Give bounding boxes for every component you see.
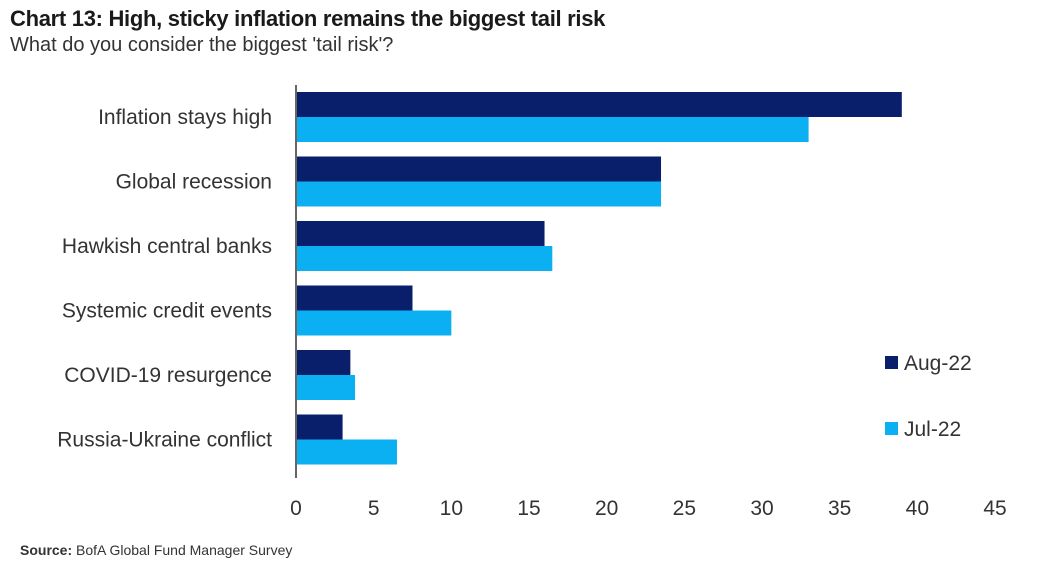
source-text: BofA Global Fund Manager Survey bbox=[76, 542, 293, 558]
legend-label-jul22: Jul-22 bbox=[904, 418, 961, 441]
bar-aug22 bbox=[297, 92, 902, 117]
x-tick-label: 25 bbox=[673, 497, 696, 520]
category-label: Hawkish central banks bbox=[62, 235, 272, 258]
legend-swatch-aug22 bbox=[885, 356, 898, 369]
category-label: Systemic credit events bbox=[62, 300, 272, 323]
x-tick-label: 45 bbox=[983, 497, 1006, 520]
bar-jul22 bbox=[297, 310, 452, 336]
x-tick-label: 10 bbox=[440, 497, 463, 520]
x-tick-label: 40 bbox=[906, 497, 929, 520]
category-label: Russia-Ukraine conflict bbox=[57, 429, 272, 452]
bar-aug22 bbox=[297, 156, 662, 182]
bar-aug22 bbox=[297, 414, 343, 440]
x-tick-label: 0 bbox=[290, 497, 302, 520]
source-label: Source: bbox=[20, 542, 73, 558]
x-tick-label: 30 bbox=[750, 497, 773, 520]
x-tick-label: 20 bbox=[595, 497, 618, 520]
bar-aug22 bbox=[297, 221, 545, 246]
legend-label-aug22: Aug-22 bbox=[904, 352, 972, 375]
legend-swatch-jul22 bbox=[885, 422, 898, 435]
bar-jul22 bbox=[297, 375, 356, 400]
bar-aug22 bbox=[297, 285, 413, 311]
category-label: Inflation stays high bbox=[98, 106, 272, 129]
bar-chart: Inflation stays high Global recession Hawk… bbox=[57, 85, 1007, 520]
bar-jul22 bbox=[297, 439, 397, 465]
x-tick-label: 15 bbox=[517, 497, 540, 520]
bar-jul22 bbox=[297, 117, 809, 142]
x-tick-label: 5 bbox=[368, 497, 380, 520]
chart-title: Chart 13: High, sticky inflation remains… bbox=[10, 6, 606, 31]
category-label: Global recession bbox=[116, 171, 272, 194]
source-note: Source: BofA Global Fund Manager Survey bbox=[20, 542, 292, 558]
category-label: COVID-19 resurgence bbox=[64, 364, 272, 387]
bar-jul22 bbox=[297, 181, 662, 207]
bar-aug22 bbox=[297, 350, 351, 375]
x-tick-label: 35 bbox=[828, 497, 851, 520]
bar-jul22 bbox=[297, 246, 553, 271]
chart-subtitle: What do you consider the biggest 'tail r… bbox=[10, 34, 394, 56]
